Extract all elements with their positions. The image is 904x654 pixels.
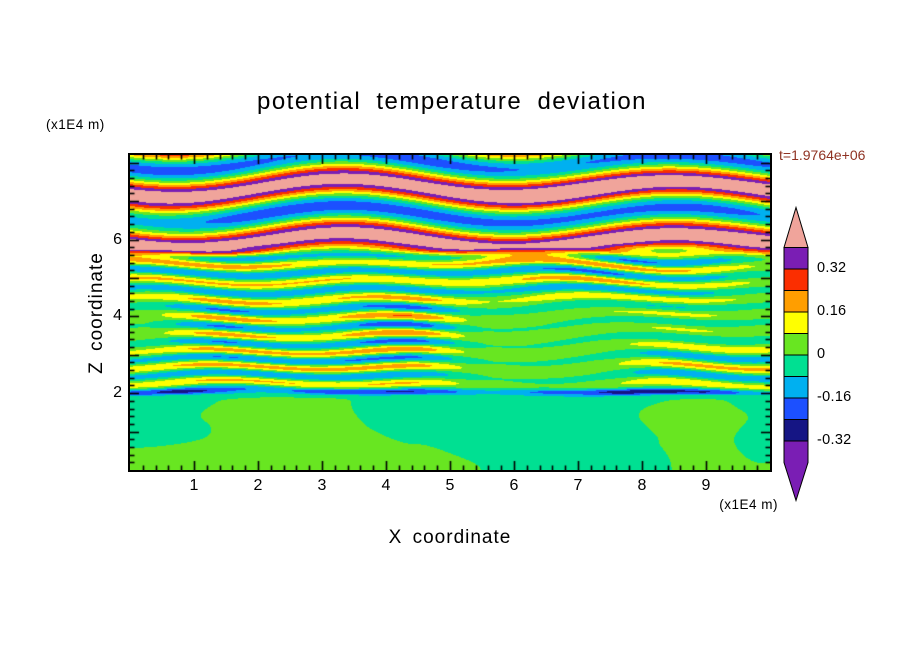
x-tick-label: 7 bbox=[573, 477, 583, 494]
colorbar-high-spike bbox=[783, 205, 809, 248]
x-tick-label: 8 bbox=[637, 477, 647, 494]
colorbar-band bbox=[783, 333, 809, 356]
colorbar-tick-label: 0 bbox=[817, 346, 826, 362]
x-tick-label: 5 bbox=[445, 477, 455, 494]
colorbar-band bbox=[783, 376, 809, 399]
x-tick-label: 9 bbox=[701, 477, 711, 494]
colorbar-low-spike bbox=[783, 440, 809, 503]
colorbar-band bbox=[783, 419, 809, 442]
y-tick-label: 2 bbox=[113, 384, 122, 402]
z-axis-unit-label: (x1E4 m) bbox=[46, 117, 105, 132]
colorbar bbox=[783, 205, 809, 503]
colorbar-band bbox=[783, 311, 809, 334]
colorbar-tick-label: -0.32 bbox=[817, 432, 852, 448]
x-axis-unit-label: (x1E4 m) bbox=[719, 497, 778, 512]
colorbar-tick-label: 0.32 bbox=[817, 260, 847, 276]
time-stamp-label: t=1.9764e+06 bbox=[779, 147, 866, 163]
colorbar-band bbox=[783, 397, 809, 420]
contour-field-canvas bbox=[130, 155, 770, 470]
colorbar-band bbox=[783, 247, 809, 270]
colorbar-tick-label: 0.16 bbox=[817, 303, 847, 319]
plot-area bbox=[128, 153, 772, 472]
x-tick-label: 3 bbox=[317, 477, 327, 494]
colorbar-band bbox=[783, 354, 809, 377]
x-axis-label: X coordinate bbox=[388, 527, 512, 548]
y-tick-label: 4 bbox=[113, 307, 122, 325]
x-tick-label: 2 bbox=[253, 477, 263, 494]
colorbar-tick-label: -0.16 bbox=[817, 389, 852, 405]
x-tick-label: 6 bbox=[509, 477, 519, 494]
y-tick-label: 6 bbox=[113, 230, 122, 248]
chart-title: potential temperature deviation bbox=[256, 88, 648, 115]
colorbar-band bbox=[783, 268, 809, 291]
x-tick-label: 1 bbox=[189, 477, 199, 494]
x-tick-label: 4 bbox=[381, 477, 391, 494]
colorbar-band bbox=[783, 290, 809, 313]
